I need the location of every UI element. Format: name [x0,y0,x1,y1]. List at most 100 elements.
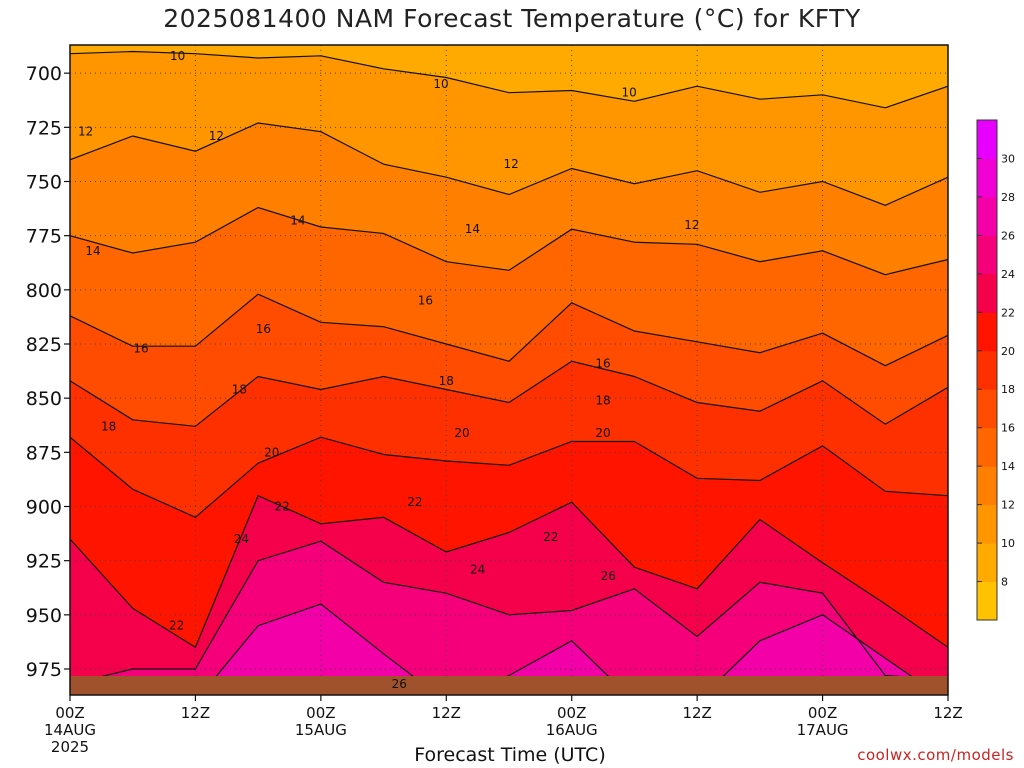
contour-label-14: 12 [503,157,518,171]
contour-label-16: 18 [439,374,454,388]
x-tick-date-72: 17AUG [797,721,849,739]
contour-label-27: 22 [543,530,558,544]
colorbar-swatch-0 [977,581,997,621]
colorbar-swatch-5 [977,389,997,429]
contour-label-28: 26 [601,569,616,583]
y-axis: 700 725 750 775 800 825 850 875 900 925 950 975 [26,63,70,681]
y-tick-label-700: 700 [26,63,62,85]
colorbar-label-20: 20 [1001,345,1015,358]
y-tick-label-875: 875 [26,442,62,464]
x-tick-label-24: 00Z [306,704,335,722]
contour-label-0: 10 [170,49,185,63]
isotherm-24 [70,540,948,685]
x-tick-label-72: 00Z [808,704,837,722]
colorbar-swatch-2 [977,504,997,544]
x-tick-date-0: 14AUG [44,721,96,739]
y-tick-label-950: 950 [26,605,62,627]
contour-label-9: 20 [264,445,279,459]
y-tick-label-800: 800 [26,280,62,302]
temperature-fills [70,45,948,695]
isotherm-22 [70,494,948,649]
colorbar-swatch-12 [977,120,997,159]
x-tick-label-84: 12Z [933,704,962,722]
colorbar-swatch-8 [977,273,997,313]
contour-label-4: 14 [290,214,305,228]
colorbar-label-30: 30 [1001,152,1015,165]
contour-label-6: 16 [256,322,271,336]
contour-label-13: 10 [433,77,448,91]
chart-title: 2025081400 NAM Forecast Temperature (°C)… [163,4,861,33]
x-axis-label: Forecast Time (UTC) [414,744,606,766]
colorbar-label-16: 16 [1001,422,1015,435]
isotherm-10 [70,50,948,109]
contour-label-20: 26 [392,677,407,691]
x-tick-label-0: 00Z [55,704,84,722]
contour-label-15: 16 [418,294,433,308]
x-tick-label-36: 12Z [432,704,461,722]
contour-label-26: 20 [595,426,610,440]
colorbar-swatch-6 [977,350,997,390]
contour-labels: 10 12 12 14 14 16 16 18 18 20 22 24 22 10 12 16 18 20 22 24… [78,49,700,691]
colorbar: 8 10 12 14 16 18 20 22 24 26 28 30 [976,119,1015,621]
colorbar-swatch-4 [977,427,997,467]
colorbar-swatch-9 [977,235,997,275]
colorbar-label-24: 24 [1001,268,1015,281]
contour-label-22: 10 [622,86,637,100]
colorbar-label-8: 8 [1001,576,1008,589]
ground-surface [70,676,948,695]
contour-label-11: 24 [234,532,249,546]
contour-label-18: 22 [407,495,422,509]
y-tick-label-825: 825 [26,334,62,356]
colorbar-label-26: 26 [1001,229,1015,242]
contour-label-8: 18 [232,383,247,397]
colorbar-swatch-3 [977,466,997,506]
x-tick-label-48: 00Z [557,704,586,722]
contour-label-5: 16 [133,341,148,355]
band-26 [70,604,948,695]
y-tick-label-850: 850 [26,388,62,410]
x-tick-label-12: 12Z [181,704,210,722]
x-tick-year-0: 2025 [51,738,89,756]
isotherm-16 [70,293,948,367]
colorbar-swatch-7 [977,312,997,352]
y-tick-label-925: 925 [26,551,62,573]
y-tick-label-725: 725 [26,117,62,139]
y-tick-label-900: 900 [26,497,62,519]
y-tick-label-775: 775 [26,226,62,248]
contour-label-1: 12 [78,125,93,139]
colorbar-label-28: 28 [1001,191,1015,204]
colorbar-label-18: 18 [1001,383,1015,396]
isotherm-20 [70,436,948,519]
isotherm-18 [70,360,948,427]
x-tick-date-48: 16AUG [546,721,598,739]
contour-label-17: 20 [454,426,469,440]
isotherm-14 [70,206,948,276]
colorbar-swatch-10 [977,196,997,236]
isotherm-12 [70,122,948,206]
y-tick-label-975: 975 [26,659,62,681]
contour-label-3: 14 [85,244,100,258]
x-tick-label-60: 12Z [682,704,711,722]
gridlines [70,45,948,695]
contour-label-12: 22 [169,619,184,633]
contour-label-25: 18 [595,393,610,407]
contour-label-10: 22 [275,500,290,514]
x-tick-date-24: 15AUG [295,721,347,739]
contour-label-19: 24 [470,562,485,576]
isotherm-lines [70,50,948,695]
contour-label-24: 16 [595,357,610,371]
source-credit: coolwx.com/models [857,746,1014,764]
contour-label-23: 12 [684,218,699,232]
contour-label-21: 14 [465,222,480,236]
colorbar-swatch-1 [977,543,997,583]
colorbar-label-10: 10 [1001,537,1015,550]
contour-label-2: 12 [209,129,224,143]
colorbar-label-22: 22 [1001,306,1015,319]
colorbar-label-14: 14 [1001,460,1015,473]
contour-label-7: 18 [101,419,116,433]
colorbar-frame [976,119,998,621]
colorbar-label-12: 12 [1001,499,1015,512]
y-tick-label-750: 750 [26,172,62,194]
